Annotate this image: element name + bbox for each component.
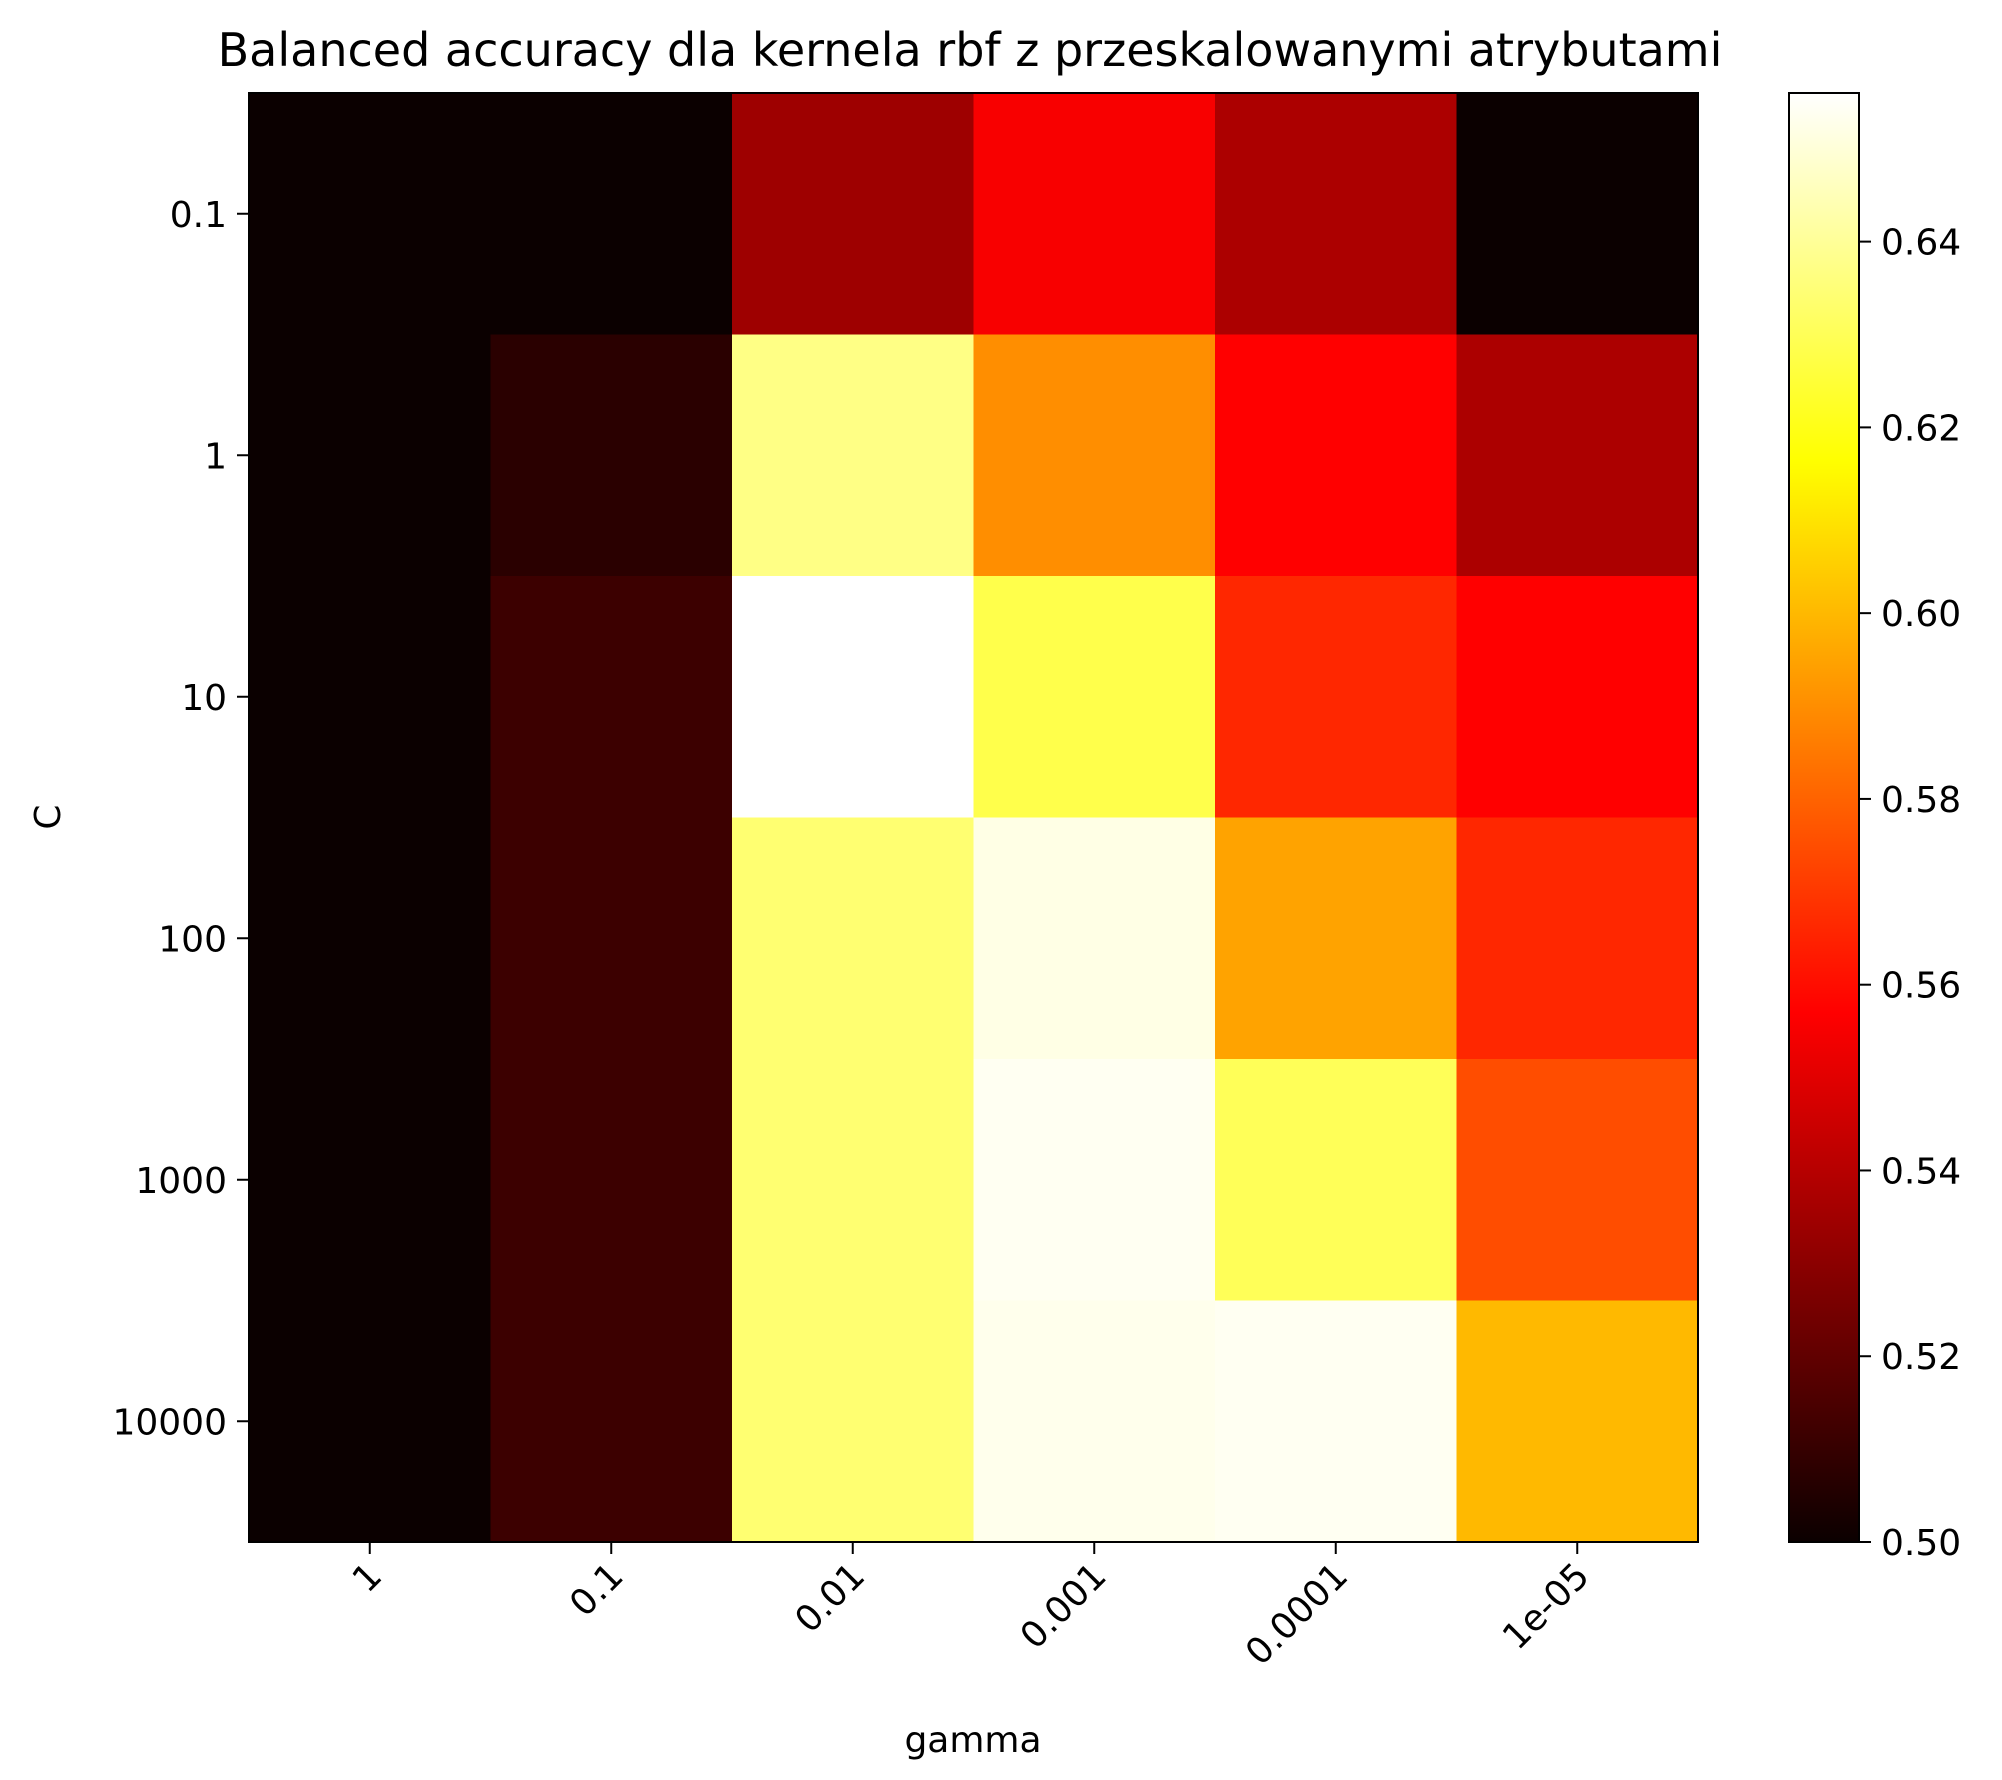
heatmap-cell xyxy=(1215,576,1458,819)
x-tick-label: 1 xyxy=(345,1555,390,1600)
heatmap-cell xyxy=(1456,334,1699,577)
y-tick-label: 1000 xyxy=(135,1161,227,1202)
heatmap-cell xyxy=(1215,817,1458,1060)
x-tick-label: 0.0001 xyxy=(1238,1555,1356,1673)
heatmap-cell xyxy=(973,334,1216,577)
x-tick-label: 1e-05 xyxy=(1495,1555,1597,1657)
x-axis-ticks: 1 0.1 0.01 0.001 0.0001 1e-05 xyxy=(345,1542,1598,1673)
heatmap-cell xyxy=(490,817,733,1060)
heatmap-cell xyxy=(249,93,492,336)
colorbar-tick-label: 0.62 xyxy=(1881,408,1961,449)
x-tick-label: 0.01 xyxy=(787,1555,873,1641)
heatmap-cell xyxy=(1456,817,1699,1060)
plot-frame xyxy=(248,92,1699,1543)
heatmap-cell xyxy=(490,334,733,577)
heatmap-cell xyxy=(973,93,1216,336)
chart-title: Balanced accuracy dla kernela rbf z prze… xyxy=(218,23,1723,77)
heatmap-cell xyxy=(732,1300,975,1543)
heatmap-cell xyxy=(1456,576,1699,819)
y-tick-label: 0.1 xyxy=(170,195,227,236)
heatmap-cell xyxy=(1456,1059,1699,1302)
heatmap-cell xyxy=(1215,334,1458,577)
heatmap-cell xyxy=(732,576,975,819)
heatmap-cell xyxy=(732,1059,975,1302)
heatmap-cell xyxy=(1456,1300,1699,1543)
heatmap-cell xyxy=(732,334,975,577)
y-tick-label: 10 xyxy=(181,678,227,719)
heatmap-cell xyxy=(1215,1300,1458,1543)
heatmap-cell xyxy=(490,1300,733,1543)
colorbar xyxy=(1788,92,1860,1543)
colorbar-tick-label: 0.54 xyxy=(1881,1151,1961,1192)
heatmap-cell xyxy=(973,817,1216,1060)
x-axis-label: gamma xyxy=(904,1720,1041,1761)
y-axis-label: C xyxy=(28,804,69,829)
heatmap-cell xyxy=(732,93,975,336)
heatmap-cell xyxy=(249,576,492,819)
heatmap-cell xyxy=(249,1059,492,1302)
heatmap-cell xyxy=(249,334,492,577)
y-tick-label: 1 xyxy=(204,436,227,477)
heatmap-cell xyxy=(249,817,492,1060)
colorbar-tick-label: 0.52 xyxy=(1881,1337,1961,1378)
y-tick-label: 100 xyxy=(158,919,227,960)
heatmap-cell xyxy=(732,817,975,1060)
colorbar-tick-label: 0.56 xyxy=(1881,966,1961,1007)
heatmap-cell xyxy=(1215,1059,1458,1302)
colorbar-tick-label: 0.50 xyxy=(1881,1523,1961,1564)
colorbar-tick-label: 0.64 xyxy=(1881,223,1961,264)
heatmap-cells xyxy=(249,93,1699,1543)
heatmap-cell xyxy=(490,576,733,819)
y-axis-ticks: 0.1 1 10 100 1000 10000 xyxy=(112,195,249,1443)
colorbar-ticks: 0.50 0.52 0.54 0.56 0.58 0.60 0.62 0.64 xyxy=(1859,223,1961,1564)
heatmap-cell xyxy=(973,576,1216,819)
x-tick-label: 0.001 xyxy=(1013,1555,1115,1657)
y-tick-label: 10000 xyxy=(112,1402,227,1443)
heatmap-cell xyxy=(973,1059,1216,1302)
heatmap-cell xyxy=(973,1300,1216,1543)
colorbar-tick-label: 0.60 xyxy=(1881,594,1961,635)
heatmap-cell xyxy=(490,93,733,336)
colorbar-tick-label: 0.58 xyxy=(1881,780,1961,821)
x-tick-label: 0.1 xyxy=(562,1555,631,1624)
heatmap-cell xyxy=(1456,93,1699,336)
heatmap-cell xyxy=(490,1059,733,1302)
heatmap-cell xyxy=(1215,93,1458,336)
heatmap-cell xyxy=(249,1300,492,1543)
